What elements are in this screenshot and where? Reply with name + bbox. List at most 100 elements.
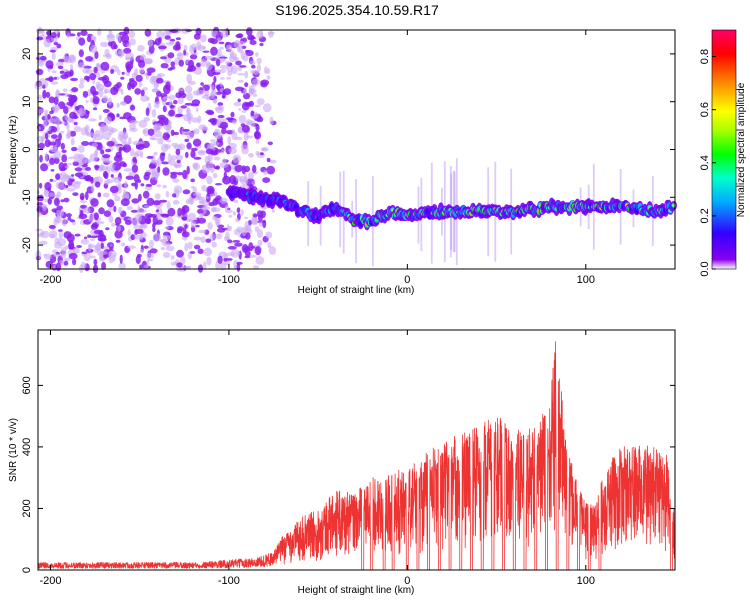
spectrogram-noise-cell [206,63,213,71]
spectrogram-noise-cell [98,238,107,242]
spectrogram-noise-cell [169,95,176,100]
spectrogram-noise-cell [40,163,48,171]
spectrogram-noise-cell [245,50,253,56]
spectrogram-noise-cell [56,124,59,133]
spectrogram-noise-cell [88,215,93,222]
spectrogram-noise-cell [90,45,98,53]
spectrogram-noise-cell [219,69,226,73]
spectrogram-noise-cell [256,140,259,144]
spectrogram-noise-cell [214,134,221,139]
spectrogram-noise-cell [166,217,174,226]
spectrogram-noise-cell [220,122,229,129]
spectrogram-noise-cell [54,96,59,105]
spectrogram-noise-cell [190,52,198,55]
spectrogram-noise-cell [153,152,158,156]
spectrogram-noise-cell [159,200,167,203]
spectrogram-noise-cell [249,89,257,94]
spectrogram-noise-cell [196,41,201,50]
spectrogram-noise-cell [79,214,88,220]
spectrogram-noise-cell [86,177,94,182]
spectrogram-noise-cell [109,128,118,133]
spectrogram-noise-cell [176,37,181,40]
spectrogram-noise-cell [118,183,122,190]
spectrogram-noise-cell [222,158,227,162]
spectrogram-noise-cell [162,167,169,176]
spectrogram-noise-cell [199,201,203,204]
spectrogram-noise-cell [69,253,78,259]
spectrogram-noise-cell [197,209,204,215]
spectrogram-noise-cell [86,132,94,137]
spectrogram-noise-cell [96,221,104,224]
spectrogram-noise-cell [188,81,196,85]
spectrogram-noise-cell [114,44,118,49]
spectrogram-noise-cell [93,107,97,110]
spectrogram-noise-cell [126,176,135,180]
spectrogram-noise-cell [186,93,193,101]
spectrogram-noise-cell [138,60,145,68]
spectrogram-noise-cell [121,198,130,206]
spectrogram-noise-cell [208,188,214,194]
spectrogram-noise-cell [51,32,57,38]
spectrogram-noise-cell [171,155,178,160]
spectrogram-noise-cell [129,31,135,39]
spectrogram-noise-cell [149,164,156,169]
spectrogram-noise-cell [212,242,217,248]
spectrogram-noise-cell [129,78,135,82]
spectrogram-noise-cell [228,246,237,250]
spectrogram-noise-cell [161,152,165,156]
spectrogram-noise-cell [130,105,135,111]
spectrogram-noise-cell [239,115,246,124]
spectrogram-noise-cell [140,249,144,253]
spectrogram-noise-cell [185,266,191,269]
spectrogram-noise-cell [45,80,48,88]
spectrogram-noise-cell [210,139,215,142]
spectrogram-noise-cell [59,162,65,171]
spectrogram-noise-cell [135,150,144,156]
spectrogram-noise-cell [182,129,190,132]
colorbar-tick-label: 0.6 [699,102,711,117]
spectrogram-noise-cell [124,168,132,172]
spectrogram-noise-cell [237,263,241,272]
spectrogram-noise-cell [100,242,104,249]
spectrogram-noise-cell [218,115,225,118]
spectrogram-noise-cell [219,42,225,45]
spectrogram-noise-cell [77,32,81,37]
spectrogram-noise-cell [184,243,188,252]
spectrogram-noise-cell [88,118,97,121]
spectrogram-noise-cell [216,84,221,89]
spectrogram-noise-cell [81,141,89,146]
spectrogram-noise-cell [64,231,72,239]
spectrogram-noise-cell [244,221,249,230]
spectrogram-noise-cell [253,265,259,268]
spectrogram-noise-cell [178,88,184,91]
spectrogram-noise-cell [267,242,271,248]
spectrogram-noise-cell [246,102,252,106]
spectrogram-noise-cell [156,184,161,187]
spectrogram-noise-cell [203,261,207,269]
spectrogram-noise-cell [255,52,259,57]
spectrogram-noise-cell [50,179,53,182]
spectrogram-noise-cell [194,128,200,134]
spectrogram-noise-cell [124,27,130,35]
spectrogram-noise-cell [172,178,179,183]
spectrogram-noise-cell [246,27,253,36]
spectrogram-noise-cell [120,255,123,264]
spectrogram-noise-cell [94,212,99,220]
spectrogram-noise-cell [125,61,133,70]
spectrogram-noise-cell [220,198,228,205]
spectrogram-noise-cell [49,230,57,238]
spectrogram-noise-cell [253,94,257,97]
spectrogram-noise-cell [61,154,67,162]
spectrogram-noise-cell [157,138,163,145]
spectrogram-noise-cell [58,66,64,69]
spectrogram-noise-cell [259,221,264,227]
spectrogram-noise-cell [263,103,272,112]
spectrogram-noise-cell [209,202,215,206]
spectrogram-noise-cell [146,184,153,187]
spectrogram-ridge-cell [294,204,299,209]
spectrogram-noise-cell [110,69,114,74]
spectrogram-noise-cell [202,126,209,130]
spectrogram-noise-cell [83,91,88,98]
spectrogram-noise-cell [86,76,89,82]
spectrogram-noise-cell [252,79,260,85]
